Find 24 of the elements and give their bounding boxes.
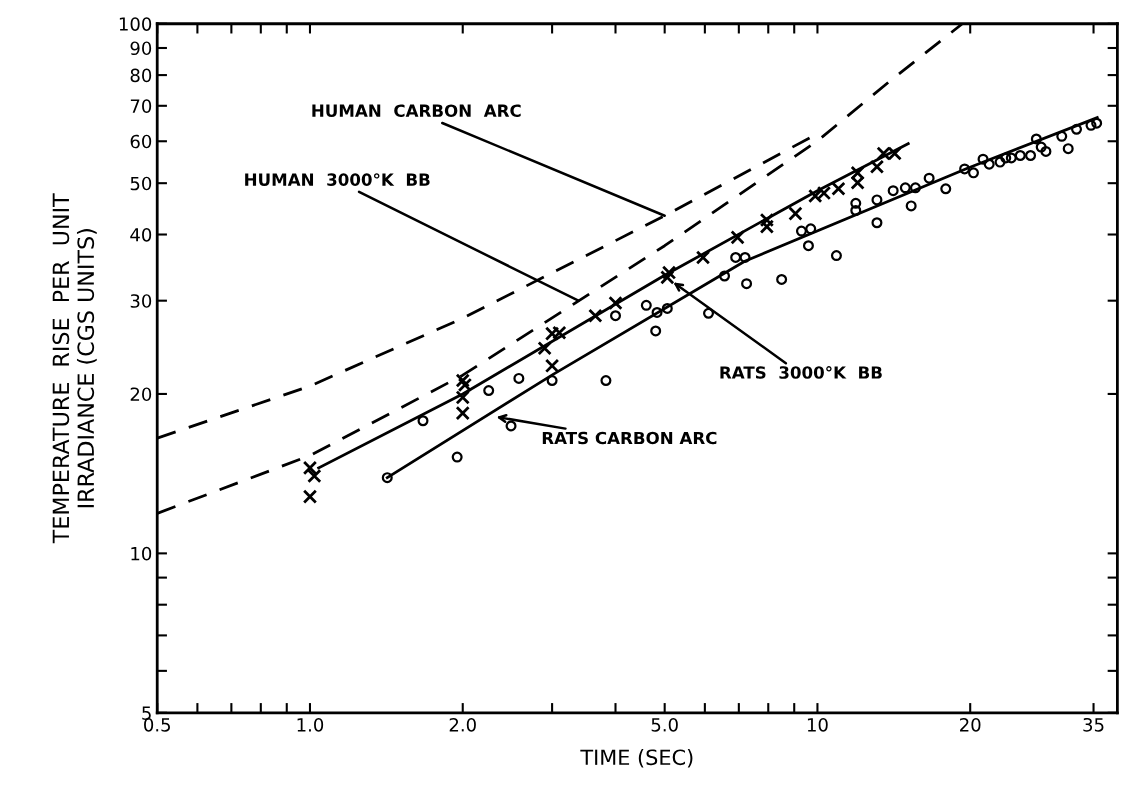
y-axis-title: TEMPERATURE RISE PER UNIT IRRADIANCE (CGS UNITS) (52, 193, 97, 544)
y-tick-label: 40 (130, 227, 152, 242)
y-tick-label: 50 (130, 176, 152, 191)
annotation: HUMAN 3000°K BB (245, 173, 430, 186)
annotation: RATS 3000°K BB (720, 366, 882, 379)
y-tick-label: 70 (130, 99, 152, 113)
y-tick-label: 80 (130, 68, 152, 83)
y-tick-label: 5 (142, 706, 151, 720)
x-tick-label: 2.0 (449, 717, 476, 732)
annotation: RATS CARBON ARC (542, 431, 717, 445)
y-tick-label: 20 (130, 387, 152, 402)
y-tick-label: 100 (119, 17, 152, 31)
x-tick-label: 35 (1083, 717, 1104, 732)
x-tick-label: 0.5 (144, 717, 170, 732)
annotation: HUMAN CARBON ARC (312, 104, 521, 117)
y-tick-label: 10 (131, 546, 152, 561)
y-tick-label: 90 (130, 41, 152, 56)
x-tick-label: 20 (960, 717, 981, 732)
x-tick-label: 1.0 (297, 717, 324, 732)
x-tick-label: 10 (807, 717, 828, 732)
y-tick-label: 30 (130, 294, 152, 308)
x-axis-title: TIME (SEC) (580, 749, 693, 768)
y-tick-label: 60 (130, 134, 152, 149)
x-tick-label: 5.0 (651, 717, 678, 732)
